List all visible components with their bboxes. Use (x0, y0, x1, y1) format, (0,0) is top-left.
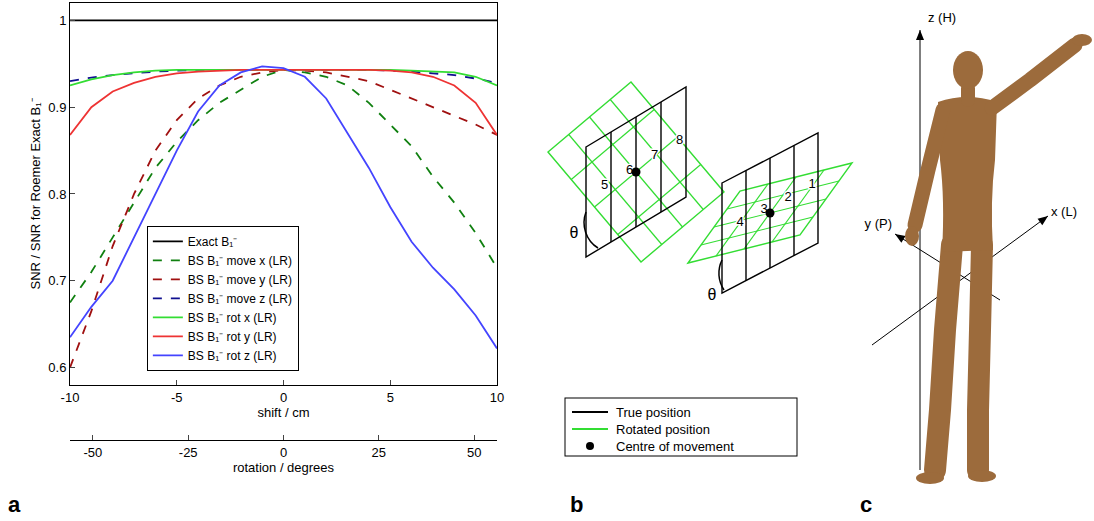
svg-text:0.7: 0.7 (48, 273, 66, 288)
svg-text:z (H): z (H) (928, 10, 956, 25)
svg-text:θ: θ (570, 224, 579, 241)
svg-text:3: 3 (760, 201, 767, 216)
svg-text:6: 6 (626, 162, 633, 177)
svg-text:4: 4 (736, 214, 743, 229)
svg-text:10: 10 (490, 390, 504, 405)
svg-text:BS B₁⁻ move y (LR): BS B₁⁻ move y (LR) (188, 273, 292, 287)
svg-text:BS B₁⁻ rot z (LR): BS B₁⁻ rot z (LR) (188, 349, 277, 363)
svg-text:c: c (860, 492, 872, 517)
svg-text:a: a (8, 492, 21, 517)
svg-text:SNR / SNR for Roemer Exact B₁⁻: SNR / SNR for Roemer Exact B₁⁻ (28, 98, 43, 289)
svg-text:BS B₁⁻ move z (LR): BS B₁⁻ move z (LR) (188, 292, 292, 306)
svg-text:-10: -10 (61, 390, 80, 405)
svg-text:-5: -5 (171, 390, 183, 405)
svg-text:5: 5 (387, 390, 394, 405)
svg-text:0.6: 0.6 (48, 360, 66, 375)
svg-text:7: 7 (651, 147, 658, 162)
svg-text:0: 0 (280, 445, 287, 460)
svg-text:0.8: 0.8 (48, 187, 66, 202)
svg-text:-25: -25 (179, 445, 198, 460)
svg-text:Exact B₁⁻: Exact B₁⁻ (188, 235, 237, 249)
svg-text:1: 1 (808, 176, 815, 191)
svg-text:5: 5 (601, 177, 608, 192)
svg-text:BS B₁⁻ rot x (LR): BS B₁⁻ rot x (LR) (188, 311, 277, 325)
svg-text:2: 2 (784, 189, 791, 204)
svg-text:Rotated position: Rotated position (616, 422, 710, 437)
svg-text:rotation / degrees: rotation / degrees (233, 460, 335, 475)
svg-text:1: 1 (59, 13, 66, 28)
svg-text:Centre of movement: Centre of movement (616, 439, 734, 454)
svg-text:BS B₁⁻ rot y (LR): BS B₁⁻ rot y (LR) (188, 330, 277, 344)
svg-text:50: 50 (467, 445, 481, 460)
svg-text:0.9: 0.9 (48, 100, 66, 115)
svg-text:-50: -50 (83, 445, 102, 460)
svg-text:25: 25 (372, 445, 386, 460)
svg-text:0: 0 (280, 390, 287, 405)
svg-text:b: b (570, 492, 583, 517)
svg-text:True position: True position (616, 405, 691, 420)
svg-text:8: 8 (676, 132, 683, 147)
svg-text:y (P): y (P) (865, 216, 892, 231)
svg-text:x (L): x (L) (1051, 204, 1077, 219)
svg-text:shift / cm: shift / cm (257, 405, 309, 420)
svg-text:θ: θ (708, 286, 717, 303)
svg-text:BS B₁⁻ move x (LR): BS B₁⁻ move x (LR) (188, 254, 292, 268)
